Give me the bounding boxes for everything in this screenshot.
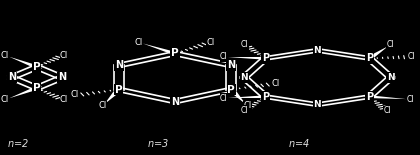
Text: P: P xyxy=(366,53,373,63)
Text: Cl: Cl xyxy=(1,95,9,104)
Text: Cl: Cl xyxy=(383,106,391,115)
Text: N: N xyxy=(227,60,235,71)
Text: P: P xyxy=(33,83,41,93)
Text: N: N xyxy=(240,73,248,82)
Text: N: N xyxy=(115,60,123,71)
Text: Cl: Cl xyxy=(407,95,414,104)
Text: P: P xyxy=(227,84,235,95)
Text: Cl: Cl xyxy=(60,95,68,104)
Text: $n$=2: $n$=2 xyxy=(7,137,29,149)
Polygon shape xyxy=(105,89,122,104)
Text: Cl: Cl xyxy=(271,79,280,88)
Text: P: P xyxy=(33,62,41,72)
Text: P: P xyxy=(262,92,269,102)
Text: Cl: Cl xyxy=(244,101,252,110)
Polygon shape xyxy=(366,46,388,59)
Text: P: P xyxy=(115,84,123,95)
Text: N: N xyxy=(387,73,394,82)
Text: Cl: Cl xyxy=(98,101,107,110)
Text: N: N xyxy=(171,97,179,106)
Text: P: P xyxy=(171,49,179,58)
Text: Cl: Cl xyxy=(241,106,248,115)
Text: Cl: Cl xyxy=(220,53,228,62)
Text: P: P xyxy=(366,92,373,102)
Text: N: N xyxy=(314,46,321,55)
Polygon shape xyxy=(228,57,266,60)
Text: Cl: Cl xyxy=(386,40,394,49)
Text: $n$=3: $n$=3 xyxy=(147,137,169,149)
Polygon shape xyxy=(228,95,266,98)
Text: N: N xyxy=(314,100,321,109)
Polygon shape xyxy=(228,89,246,104)
Text: Cl: Cl xyxy=(70,90,79,99)
Polygon shape xyxy=(369,95,406,99)
Text: P: P xyxy=(262,53,269,63)
Text: Cl: Cl xyxy=(60,51,68,60)
Text: N: N xyxy=(58,73,66,82)
Polygon shape xyxy=(9,87,39,98)
Text: Cl: Cl xyxy=(407,53,415,62)
Polygon shape xyxy=(9,57,39,68)
Text: Cl: Cl xyxy=(1,51,9,60)
Text: N: N xyxy=(8,73,16,82)
Text: Cl: Cl xyxy=(135,38,143,47)
Text: Cl: Cl xyxy=(241,40,248,49)
Text: $n$=4: $n$=4 xyxy=(288,137,310,149)
Polygon shape xyxy=(143,44,177,55)
Text: Cl: Cl xyxy=(220,93,228,102)
Text: Cl: Cl xyxy=(206,38,215,47)
